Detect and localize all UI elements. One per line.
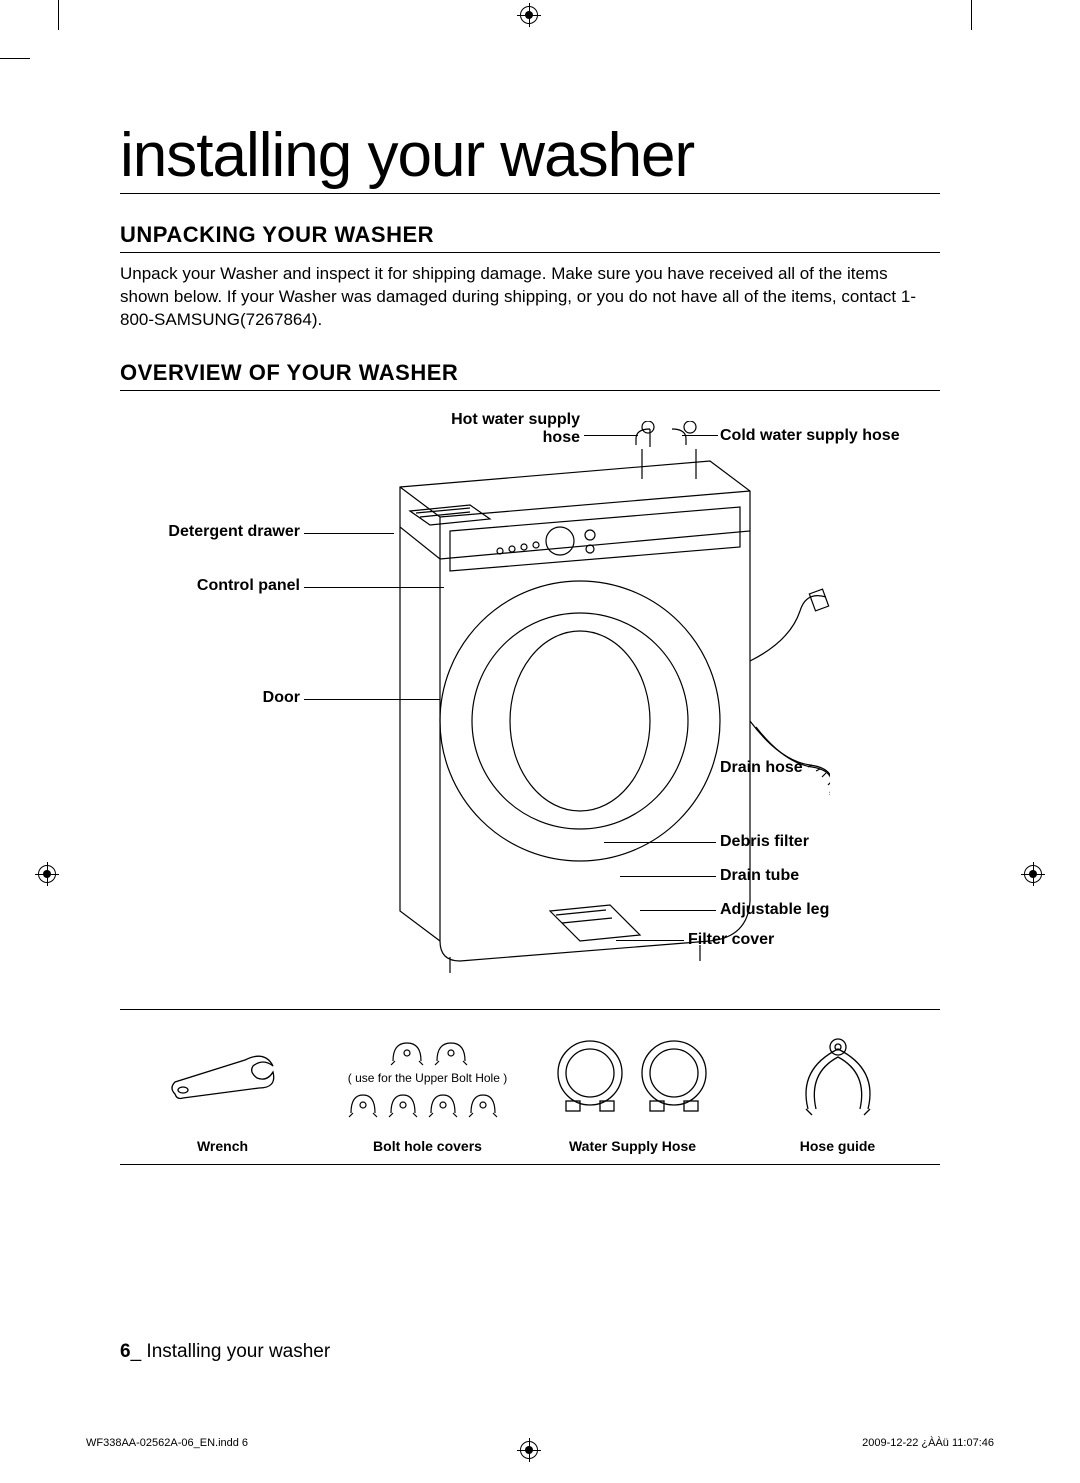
washer-diagram: Hot water supply hose Cold water supply … xyxy=(120,401,940,1001)
label-adjustable-leg: Adjustable leg xyxy=(720,901,829,919)
accessory-caption: Wrench xyxy=(197,1138,248,1154)
label-hot-water-hose: Hot water supply hose xyxy=(400,411,580,447)
section-body-unpacking: Unpack your Washer and inspect it for sh… xyxy=(120,263,940,332)
label-cold-water-hose: Cold water supply hose xyxy=(720,427,900,445)
registration-mark-icon xyxy=(1024,865,1042,883)
bolt-cover-icon: ( use for the Upper Bolt Hole ) xyxy=(343,1024,513,1132)
page-content: installing your washer UNPACKING YOUR WA… xyxy=(120,120,940,1165)
water-hose-icon xyxy=(548,1024,718,1132)
footer-sep: _ xyxy=(131,1341,142,1362)
label-drain-hose: Drain hose xyxy=(720,759,803,777)
footer-running-title: Installing your washer xyxy=(141,1341,330,1362)
leader-line xyxy=(304,533,394,534)
registration-mark-icon xyxy=(520,1441,538,1459)
leader-line xyxy=(616,940,684,941)
label-detergent-drawer: Detergent drawer xyxy=(140,523,300,541)
registration-mark-icon xyxy=(38,865,56,883)
section-heading-unpacking: UNPACKING YOUR WASHER xyxy=(120,222,940,253)
label-debris-filter: Debris filter xyxy=(720,833,809,851)
imprint-filename: WF338AA-02562A-06_EN.indd 6 xyxy=(86,1437,248,1449)
label-control-panel: Control panel xyxy=(140,577,300,595)
wrench-icon xyxy=(163,1024,283,1132)
accessory-caption: Bolt hole covers xyxy=(373,1138,482,1154)
accessory-caption: Hose guide xyxy=(800,1138,875,1154)
accessories-row: Wrench ( use for the Upper Bolt Hole ) B… xyxy=(120,1009,940,1165)
page-number: 6 xyxy=(120,1341,131,1362)
accessory-water-hose: Water Supply Hose xyxy=(530,1024,735,1154)
leader-line xyxy=(304,587,444,588)
registration-mark-icon xyxy=(520,6,538,24)
page-title: installing your washer xyxy=(120,120,940,194)
label-drain-tube: Drain tube xyxy=(720,867,799,885)
label-door: Door xyxy=(140,689,300,707)
accessory-note: ( use for the Upper Bolt Hole ) xyxy=(348,1071,507,1085)
leader-line xyxy=(620,876,716,877)
page-footer: 6_ Installing your washer xyxy=(120,1341,330,1363)
leader-line xyxy=(584,435,638,436)
crop-mark xyxy=(971,0,972,30)
accessory-wrench: Wrench xyxy=(120,1024,325,1154)
accessory-bolt-covers: ( use for the Upper Bolt Hole ) Bolt hol… xyxy=(325,1024,530,1154)
section-heading-overview: OVERVIEW OF YOUR WASHER xyxy=(120,360,940,391)
leader-line xyxy=(640,910,716,911)
imprint-timestamp: 2009-12-22 ¿ÀÀü 11:07:46 xyxy=(862,1437,994,1449)
accessory-hose-guide: Hose guide xyxy=(735,1024,940,1154)
leader-line xyxy=(604,842,716,843)
crop-mark xyxy=(58,0,59,30)
leader-line xyxy=(304,699,440,700)
leader-line xyxy=(682,435,718,436)
accessory-caption: Water Supply Hose xyxy=(569,1138,696,1154)
label-filter-cover: Filter cover xyxy=(688,931,774,949)
crop-mark xyxy=(0,58,30,59)
hose-guide-icon xyxy=(788,1024,888,1132)
